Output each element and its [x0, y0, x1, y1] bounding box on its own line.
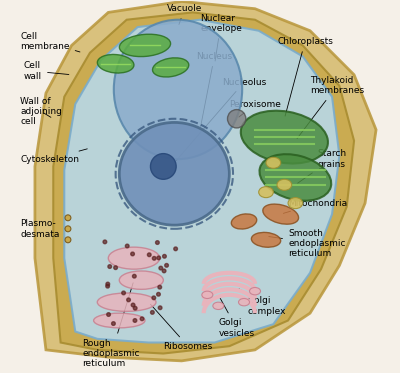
Text: Peroxisome: Peroxisome: [229, 100, 281, 117]
Circle shape: [106, 282, 110, 286]
Circle shape: [157, 292, 160, 296]
Circle shape: [158, 306, 162, 310]
Circle shape: [157, 256, 160, 260]
Text: Rough
endoplasmic
reticulum: Rough endoplasmic reticulum: [83, 283, 140, 369]
Ellipse shape: [259, 186, 273, 198]
Text: Plasmo-
desmata: Plasmo- desmata: [20, 219, 68, 238]
Ellipse shape: [288, 198, 303, 209]
Circle shape: [125, 244, 129, 248]
Circle shape: [158, 285, 162, 289]
Ellipse shape: [266, 157, 281, 168]
Text: Nucleus: Nucleus: [196, 52, 232, 127]
Circle shape: [112, 322, 115, 325]
Ellipse shape: [260, 154, 331, 201]
Text: Cell
membrane: Cell membrane: [20, 32, 80, 52]
Text: Nucleolus: Nucleolus: [176, 78, 266, 161]
Ellipse shape: [108, 247, 160, 269]
Circle shape: [152, 257, 156, 260]
Ellipse shape: [97, 293, 156, 311]
Text: Golgi
vesicles: Golgi vesicles: [218, 297, 254, 338]
Circle shape: [108, 265, 112, 269]
Text: Cytoskeleton: Cytoskeleton: [20, 149, 87, 164]
Circle shape: [133, 306, 137, 310]
Ellipse shape: [94, 313, 145, 328]
Circle shape: [163, 254, 166, 258]
Ellipse shape: [238, 298, 250, 306]
Ellipse shape: [277, 179, 292, 190]
Text: Thylakoid
membranes: Thylakoid membranes: [297, 76, 364, 138]
Circle shape: [132, 275, 136, 278]
Circle shape: [159, 266, 163, 270]
Circle shape: [131, 303, 135, 307]
Circle shape: [228, 110, 246, 128]
Text: Chloroplasts: Chloroplasts: [277, 37, 333, 116]
Circle shape: [156, 241, 159, 244]
Text: Nuclear
envelope: Nuclear envelope: [200, 14, 242, 61]
Polygon shape: [64, 20, 339, 342]
Circle shape: [65, 237, 71, 243]
Circle shape: [103, 240, 107, 244]
Text: Ribosomes: Ribosomes: [150, 304, 212, 351]
Circle shape: [165, 263, 168, 267]
Ellipse shape: [241, 111, 328, 163]
Circle shape: [65, 226, 71, 232]
Ellipse shape: [152, 58, 189, 77]
Polygon shape: [35, 1, 376, 361]
Ellipse shape: [97, 54, 134, 73]
Ellipse shape: [250, 288, 260, 295]
Text: Cell
wall: Cell wall: [24, 62, 69, 81]
Ellipse shape: [119, 34, 170, 57]
Circle shape: [122, 291, 126, 295]
Circle shape: [148, 253, 151, 257]
Circle shape: [131, 252, 134, 256]
Text: Smooth
endoplasmic
reticulum: Smooth endoplasmic reticulum: [269, 229, 346, 258]
Circle shape: [106, 284, 110, 288]
Ellipse shape: [150, 154, 176, 179]
Ellipse shape: [251, 232, 281, 247]
Circle shape: [133, 319, 137, 322]
Ellipse shape: [213, 302, 224, 310]
Circle shape: [114, 266, 118, 270]
Circle shape: [127, 298, 130, 302]
Polygon shape: [53, 12, 354, 354]
Circle shape: [162, 269, 166, 273]
Text: Wall of
adjoining
cell: Wall of adjoining cell: [20, 97, 62, 126]
Text: Starch
grains: Starch grains: [298, 150, 346, 183]
Ellipse shape: [263, 204, 298, 224]
Ellipse shape: [231, 214, 257, 229]
Ellipse shape: [119, 271, 163, 289]
Ellipse shape: [202, 291, 213, 298]
Text: Mitochondria: Mitochondria: [283, 199, 347, 213]
Circle shape: [174, 247, 178, 251]
Ellipse shape: [114, 20, 242, 159]
Circle shape: [65, 215, 71, 221]
Circle shape: [107, 313, 110, 316]
Text: Vacuole: Vacuole: [167, 4, 202, 25]
Text: Golgi
complex: Golgi complex: [239, 289, 286, 316]
Circle shape: [150, 311, 154, 314]
Circle shape: [152, 296, 156, 300]
Circle shape: [140, 317, 144, 321]
Ellipse shape: [119, 122, 229, 225]
